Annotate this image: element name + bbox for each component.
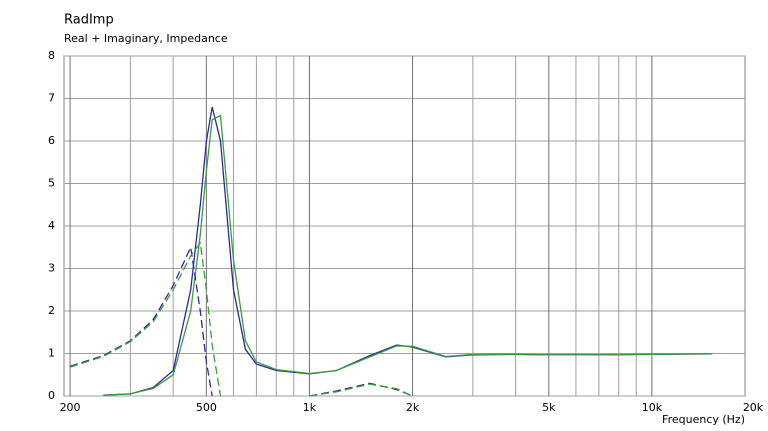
y-tick-label: 1 (48, 347, 55, 360)
x-tick-label: 1k (303, 401, 317, 414)
y-tick-label: 2 (48, 304, 55, 317)
x-tick-label: 5k (542, 401, 556, 414)
y-tick-label: 6 (48, 134, 55, 147)
x-tick-label: 500 (196, 401, 217, 414)
x-tick-label: 2k (406, 401, 420, 414)
y-tick-label: 3 (48, 262, 55, 275)
x-tick-label: 10k (642, 401, 663, 414)
y-tick-label: 8 (48, 49, 55, 62)
chart-title: RadImp (64, 13, 114, 28)
y-tick-label: 7 (48, 92, 55, 105)
x-axis-label: Frequency (Hz) (662, 413, 745, 426)
y-tick-label: 5 (48, 177, 55, 190)
series-line (69, 241, 413, 397)
x-tick-label: 20k (743, 401, 764, 414)
y-tick-label: 4 (48, 219, 55, 232)
chart-subtitle: Real + Imaginary, Impedance (64, 32, 228, 45)
y-tick-label: 0 (48, 389, 55, 402)
x-tick-label: 200 (60, 401, 81, 414)
series-line (103, 114, 713, 396)
